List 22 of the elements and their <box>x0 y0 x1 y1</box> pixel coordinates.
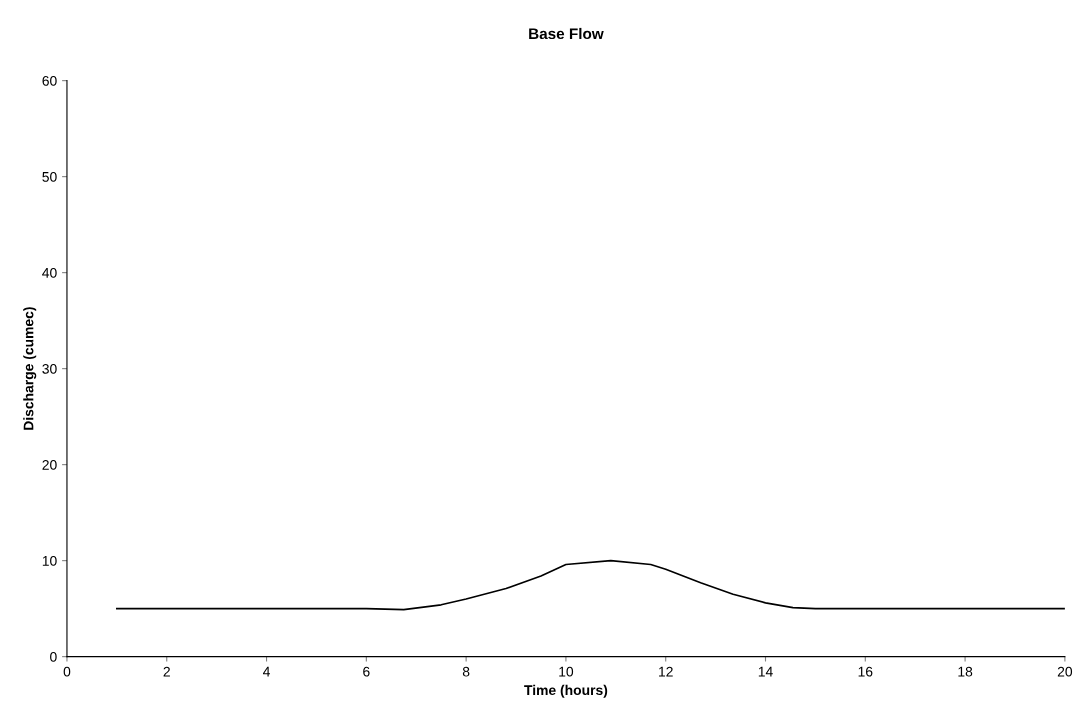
x-tick-label: 16 <box>858 666 873 677</box>
y-tick-label: 60 <box>42 75 57 86</box>
y-tick-label: 40 <box>42 267 57 278</box>
x-tick-label: 10 <box>559 666 574 677</box>
x-tick-label: 4 <box>263 666 270 677</box>
x-tick-label: 14 <box>758 666 773 677</box>
x-tick-label: 12 <box>659 666 673 677</box>
x-tick-label: 8 <box>462 666 470 677</box>
x-tick-label: 2 <box>163 666 170 677</box>
x-tick-label: 20 <box>1057 666 1073 677</box>
x-tick-label: 0 <box>63 666 71 677</box>
x-tick-label: 6 <box>363 666 370 677</box>
y-tick-label: 0 <box>50 651 57 662</box>
x-axis-title: Time (hours) <box>524 684 608 698</box>
y-tick-label: 10 <box>42 555 57 566</box>
y-tick-label: 50 <box>42 171 57 182</box>
y-axis-title: Discharge (cumec) <box>23 307 37 430</box>
y-tick-label: 30 <box>42 363 57 374</box>
y-tick-label: 20 <box>42 459 57 470</box>
line-series <box>116 559 1065 611</box>
chart-title: Base Flow <box>529 27 604 40</box>
x-tick-label: 18 <box>958 666 973 677</box>
